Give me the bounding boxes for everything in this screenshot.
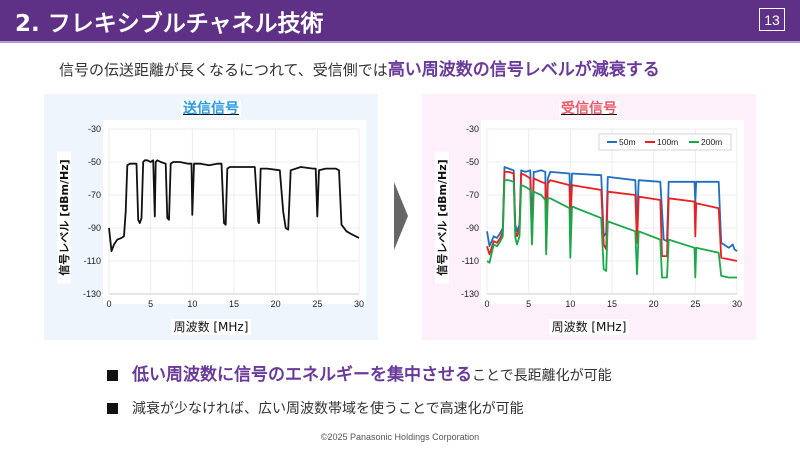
legend-box [598,133,732,151]
x-tick-label: 0 [484,299,489,309]
bullet-highlight: 低い周波数に信号のエネルギーを集中させる [132,365,472,385]
series-line-200m [486,179,737,279]
x-tick-label: 20 [649,299,659,309]
x-tick-label: 20 [271,299,281,309]
x-tick-label: 25 [690,299,700,309]
x-tick-label: 15 [229,299,239,309]
x-tick-label: 10 [187,299,197,309]
transmit-signal-panel: 0 5 10 15 20 25 30 -30 -50 -70 -90 -110 -130 信号レベル [d… [44,94,378,340]
series-line-100m [486,171,738,262]
y-tick-label: -110 [462,256,479,266]
y-tick-label: -90 [88,223,101,233]
y-axis-label-bg [435,151,449,284]
y-tick-label: -90 [466,223,479,233]
x-tick-label: 30 [732,299,742,309]
x-tick-label: 15 [607,299,617,309]
legend-label: 100m [657,137,678,147]
receive-panel-title: 受信信号 [559,101,619,117]
slide-title: 2. フレキシブルチャネル技術 [15,11,324,37]
lead-prefix: 信号の伝送距離が長くなるにつれて、受信側では [59,61,388,79]
x-tick-label: 30 [354,299,364,309]
x-tick-label: 5 [526,299,531,309]
y-tick-label: -70 [466,190,479,200]
bullet-text: ことで長距離化が可能 [472,368,612,384]
bullet-item: 低い周波数に信号のエネルギーを集中させることで長距離化が可能 [107,360,612,385]
y-tick-label: -110 [84,256,101,266]
x-tick-label: 0 [106,299,111,309]
y-tick-label: -30 [88,124,101,134]
y-axis-label-group: 信号レベル [dBm/Hz] [435,151,449,284]
lead-highlight: 高い周波数の信号レベルが減衰する [387,60,660,80]
y-axis-label: 信号レベル [dBm/Hz] [435,159,449,275]
series-line-50m [486,166,738,252]
x-tick-label: 25 [312,299,322,309]
x-tick-label: 10 [565,299,575,309]
receive-chart: 0 5 10 15 20 25 30 -30 -50 -70 -90 -110 -130 信号レベル [d… [435,120,744,309]
y-tick-label: -130 [83,289,101,299]
transmit-xlabel: 周波数 [MHz] [170,319,252,335]
copyright-footer: ©2025 Panasonic Holdings Corporation [320,432,480,442]
receive-signal-panel: 0 5 10 15 20 25 30 -30 -50 -70 -90 -110 -130 信号レベル [d… [422,94,756,340]
legend-label: 50m [619,137,636,147]
transmit-panel-title: 送信信号 [181,101,241,117]
x-tick-label: 5 [148,299,153,309]
page-number: 13 [759,8,785,31]
arrow-right-icon [394,182,408,250]
square-bullet-icon [107,370,118,381]
y-tick-label: -30 [466,124,479,134]
y-tick-label: -50 [88,157,101,167]
lead-text: 信号の伝送距離が長くなるにつれて、受信側では高い周波数の信号レベルが減衰する [59,55,660,80]
bullet-text: 減衰が少なければ、広い周波数帯域を使うことで高速化が可能 [132,401,524,417]
y-tick-label: -50 [466,157,479,167]
series-line-送信 [108,159,360,253]
legend-label: 200m [701,137,722,147]
square-bullet-icon [107,403,118,414]
transmit-chart: 0 5 10 15 20 25 30 -30 -50 -70 -90 -110 -130 信号レベル [d… [57,120,366,309]
y-tick-label: -70 [88,190,101,200]
receive-xlabel: 周波数 [MHz] [548,319,630,335]
y-axis-label: 信号レベル [dBm/Hz] [57,159,71,275]
y-tick-label: -130 [461,289,479,299]
y-axis-label-bg [57,151,71,284]
slide-header: 2. フレキシブルチャネル技術 13 [0,0,800,43]
bullet-item: 減衰が少なければ、広い周波数帯域を使うことで高速化が可能 [107,398,524,418]
y-axis-label-group: 信号レベル [dBm/Hz] [57,151,71,284]
